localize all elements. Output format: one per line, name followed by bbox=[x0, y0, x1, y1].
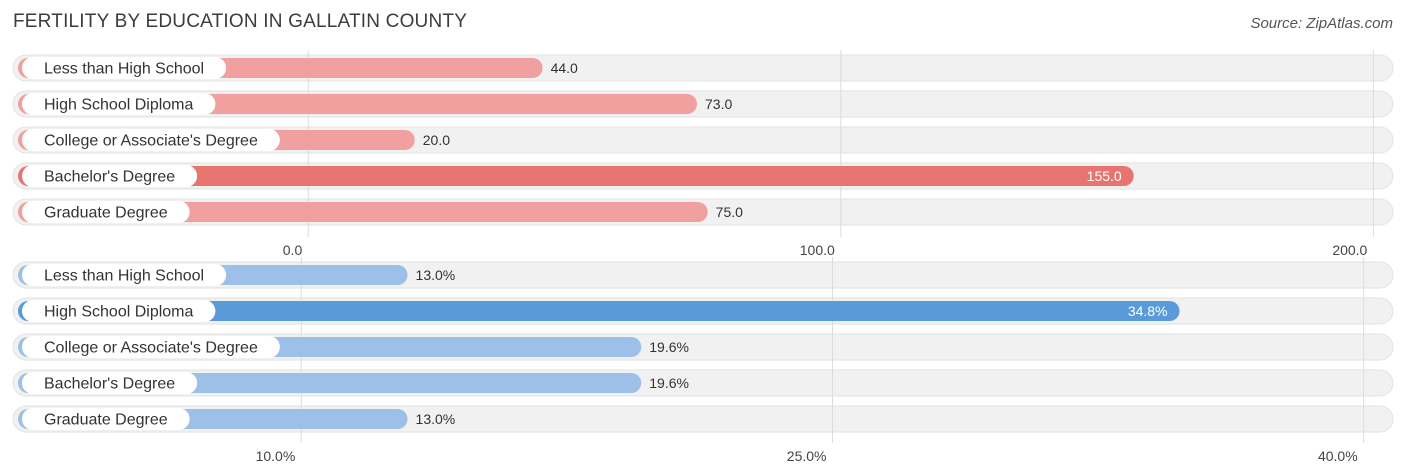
value-label: 44.0 bbox=[551, 60, 578, 76]
x-tick-label: 40.0% bbox=[1318, 448, 1358, 464]
category-label: Bachelor's Degree bbox=[44, 169, 175, 186]
category-label: College or Associate's Degree bbox=[44, 133, 258, 150]
category-pill bbox=[22, 300, 216, 322]
category-pill bbox=[22, 201, 190, 223]
value-label: 20.0 bbox=[423, 132, 450, 148]
bar[interactable] bbox=[18, 301, 1180, 321]
value-label: 13.0% bbox=[416, 267, 456, 283]
category-label: Less than High School bbox=[44, 61, 204, 78]
category-pill bbox=[22, 264, 227, 286]
category-pill bbox=[22, 336, 280, 358]
category-pill bbox=[22, 93, 216, 115]
category-label: High School Diploma bbox=[44, 304, 194, 321]
value-label: 19.6% bbox=[649, 339, 689, 355]
value-label: 13.0% bbox=[416, 411, 456, 427]
category-label: High School Diploma bbox=[44, 97, 194, 114]
x-tick-label: 0.0 bbox=[283, 242, 303, 258]
source-note: Source: ZipAtlas.com bbox=[1250, 15, 1393, 32]
category-pill bbox=[22, 372, 198, 394]
chart-panel-2: Less than High School 13.0% High School Di… bbox=[12, 257, 1394, 464]
category-pill bbox=[22, 408, 190, 430]
category-label: College or Associate's Degree bbox=[44, 340, 258, 357]
category-label: Bachelor's Degree bbox=[44, 376, 175, 393]
category-pill bbox=[22, 57, 227, 79]
x-tick-label: 100.0 bbox=[800, 242, 835, 258]
value-label: 19.6% bbox=[649, 375, 689, 391]
x-tick-label: 25.0% bbox=[787, 448, 827, 464]
x-tick-label: 200.0 bbox=[1332, 242, 1367, 258]
x-tick-label: 10.0% bbox=[256, 448, 296, 464]
category-pill bbox=[22, 129, 280, 151]
category-label: Graduate Degree bbox=[44, 412, 168, 429]
category-label: Less than High School bbox=[44, 268, 204, 285]
value-label: 155.0 bbox=[1087, 168, 1122, 184]
category-pill bbox=[22, 165, 198, 187]
value-label: 34.8% bbox=[1128, 303, 1168, 319]
chart-title: Fertility by Education in Gallatin Count… bbox=[13, 11, 468, 32]
value-label: 73.0 bbox=[705, 96, 732, 112]
category-label: Graduate Degree bbox=[44, 205, 168, 222]
bar[interactable] bbox=[18, 202, 708, 222]
bar[interactable] bbox=[18, 166, 1134, 186]
value-label: 75.0 bbox=[716, 204, 743, 220]
chart-panel-1: Less than High School 44.0 High School Dip… bbox=[12, 50, 1394, 258]
